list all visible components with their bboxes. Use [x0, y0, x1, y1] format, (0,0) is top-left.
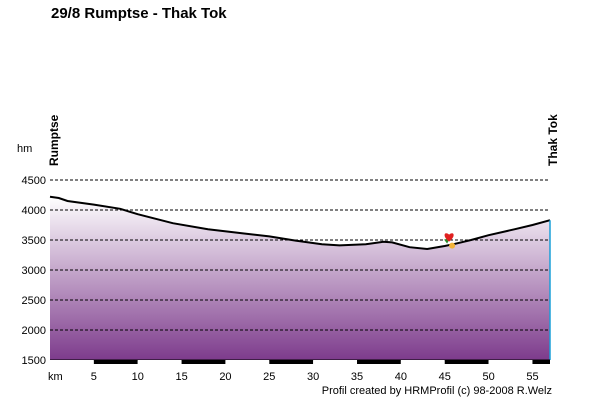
- scale-segment: [400, 360, 445, 364]
- y-tick-label: 4000: [22, 205, 46, 217]
- flower-shape: [449, 242, 456, 249]
- y-axis-unit: hm: [17, 143, 33, 155]
- credit-text: Profil created by HRMProfil (c) 98-2008 …: [321, 385, 552, 397]
- scale-segment: [532, 360, 550, 364]
- scale-segment: [50, 360, 94, 364]
- y-tick-label: 3000: [22, 265, 46, 277]
- x-tick-label: 40: [395, 371, 407, 383]
- x-tick-label: 15: [175, 371, 187, 383]
- x-tick-label: 35: [351, 371, 363, 383]
- x-tick-label: 25: [263, 371, 275, 383]
- chart-title: 29/8 Rumptse - Thak Tok: [51, 5, 227, 22]
- x-tick-label: 30: [307, 371, 319, 383]
- scale-segment: [444, 360, 489, 364]
- y-tick-label: 2000: [22, 325, 46, 337]
- x-tick-label: 55: [526, 371, 538, 383]
- heart-flower-icon: [444, 233, 456, 249]
- x-axis-unit: km: [48, 371, 63, 383]
- scale-segment: [181, 360, 226, 364]
- grid-lines: [50, 179, 550, 331]
- heart-shape: [444, 233, 454, 242]
- y-tick-label: 3500: [22, 235, 46, 247]
- x-tick-label: 20: [219, 371, 231, 383]
- y-tick-label: 2500: [22, 295, 46, 307]
- y-axis-ticks: 4500 4000 3500 3000 2500 2000 1500: [22, 175, 46, 367]
- x-tick-label: 5: [91, 371, 97, 383]
- scale-segment: [269, 360, 314, 364]
- scale-segment: [137, 360, 182, 364]
- distance-scale-bar: [50, 360, 550, 364]
- scale-segment: [93, 360, 138, 364]
- x-tick-label: 50: [482, 371, 494, 383]
- y-tick-label: 1500: [22, 355, 46, 367]
- elevation-line: [49, 195, 551, 251]
- scale-segment: [225, 360, 270, 364]
- elevation-area: [50, 196, 550, 360]
- x-axis-ticks: 5 10 15 20 25 30 35 40 45 50 55: [91, 371, 539, 383]
- y-tick-label: 4500: [22, 175, 46, 187]
- x-tick-label: 10: [132, 371, 144, 383]
- scale-segment: [357, 360, 401, 364]
- x-tick-label: 45: [439, 371, 451, 383]
- scale-segment: [313, 360, 358, 364]
- scale-segment: [488, 360, 533, 364]
